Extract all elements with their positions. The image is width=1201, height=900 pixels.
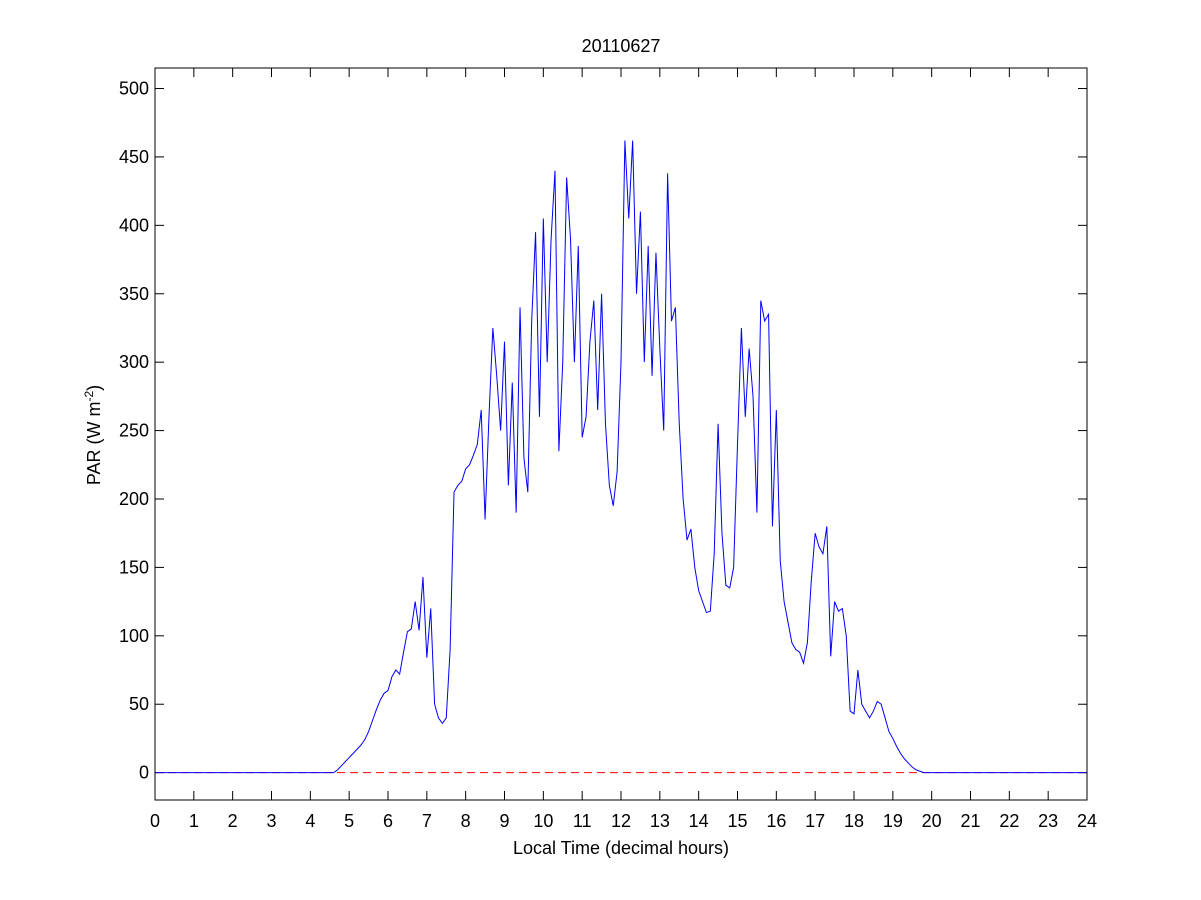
y-label-end: ) [84, 385, 104, 391]
chart-title: 20110627 [582, 36, 661, 56]
y-tick-label: 300 [119, 352, 149, 372]
y-label-sup: -2 [82, 391, 96, 402]
x-tick-label: 20 [922, 811, 942, 831]
x-tick-label: 13 [650, 811, 670, 831]
x-tick-label: 5 [344, 811, 354, 831]
x-tick-label: 16 [766, 811, 786, 831]
x-tick-label: 2 [228, 811, 238, 831]
x-tick-label: 17 [805, 811, 825, 831]
x-tick-label: 24 [1077, 811, 1097, 831]
x-tick-label: 15 [727, 811, 747, 831]
axes-box [154, 67, 1088, 801]
y-tick-label: 250 [119, 421, 149, 441]
y-tick-label: 500 [119, 79, 149, 99]
x-tick-label: 10 [533, 811, 553, 831]
y-tick-label: 50 [129, 694, 149, 714]
x-tick-label: 11 [573, 811, 592, 831]
y-tick-label: 450 [119, 147, 149, 167]
x-tick-label: 19 [883, 811, 903, 831]
x-axis-label: Local Time (decimal hours) [513, 838, 729, 858]
y-tick-label: 0 [139, 763, 149, 783]
x-tick-label: 8 [461, 811, 471, 831]
x-tick-label: 21 [960, 811, 980, 831]
x-tick-label: 7 [422, 811, 432, 831]
y-tick-label: 400 [119, 215, 149, 235]
y-tick-label: 200 [119, 489, 149, 509]
x-tick-label: 14 [689, 811, 709, 831]
x-tick-label: 9 [499, 811, 509, 831]
x-tick-label: 12 [611, 811, 631, 831]
y-label-text: PAR (W m [84, 402, 104, 486]
x-tick-label: 1 [189, 811, 199, 831]
x-tick-label: 0 [150, 811, 160, 831]
y-axis-label: PAR (W m-2) [82, 385, 104, 485]
y-tick-label: 100 [119, 626, 149, 646]
x-tick-label: 18 [844, 811, 864, 831]
y-tick-label: 150 [119, 557, 149, 577]
x-tick-label: 3 [266, 811, 276, 831]
x-tick-label: 23 [1038, 811, 1058, 831]
data-line [155, 140, 1087, 774]
plot-area [155, 68, 1087, 800]
y-tick-label: 350 [119, 284, 149, 304]
x-tick-label: 22 [999, 811, 1019, 831]
x-tick-label: 4 [305, 811, 315, 831]
x-tick-label: 6 [383, 811, 393, 831]
